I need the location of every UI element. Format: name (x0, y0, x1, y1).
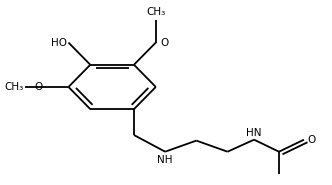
Text: O: O (307, 135, 315, 145)
Text: NH: NH (157, 155, 173, 165)
Text: HN: HN (246, 128, 262, 138)
Text: CH₃: CH₃ (4, 82, 23, 92)
Text: CH₃: CH₃ (146, 7, 165, 17)
Text: O: O (35, 82, 43, 92)
Text: HO: HO (51, 38, 67, 48)
Text: O: O (160, 38, 169, 48)
